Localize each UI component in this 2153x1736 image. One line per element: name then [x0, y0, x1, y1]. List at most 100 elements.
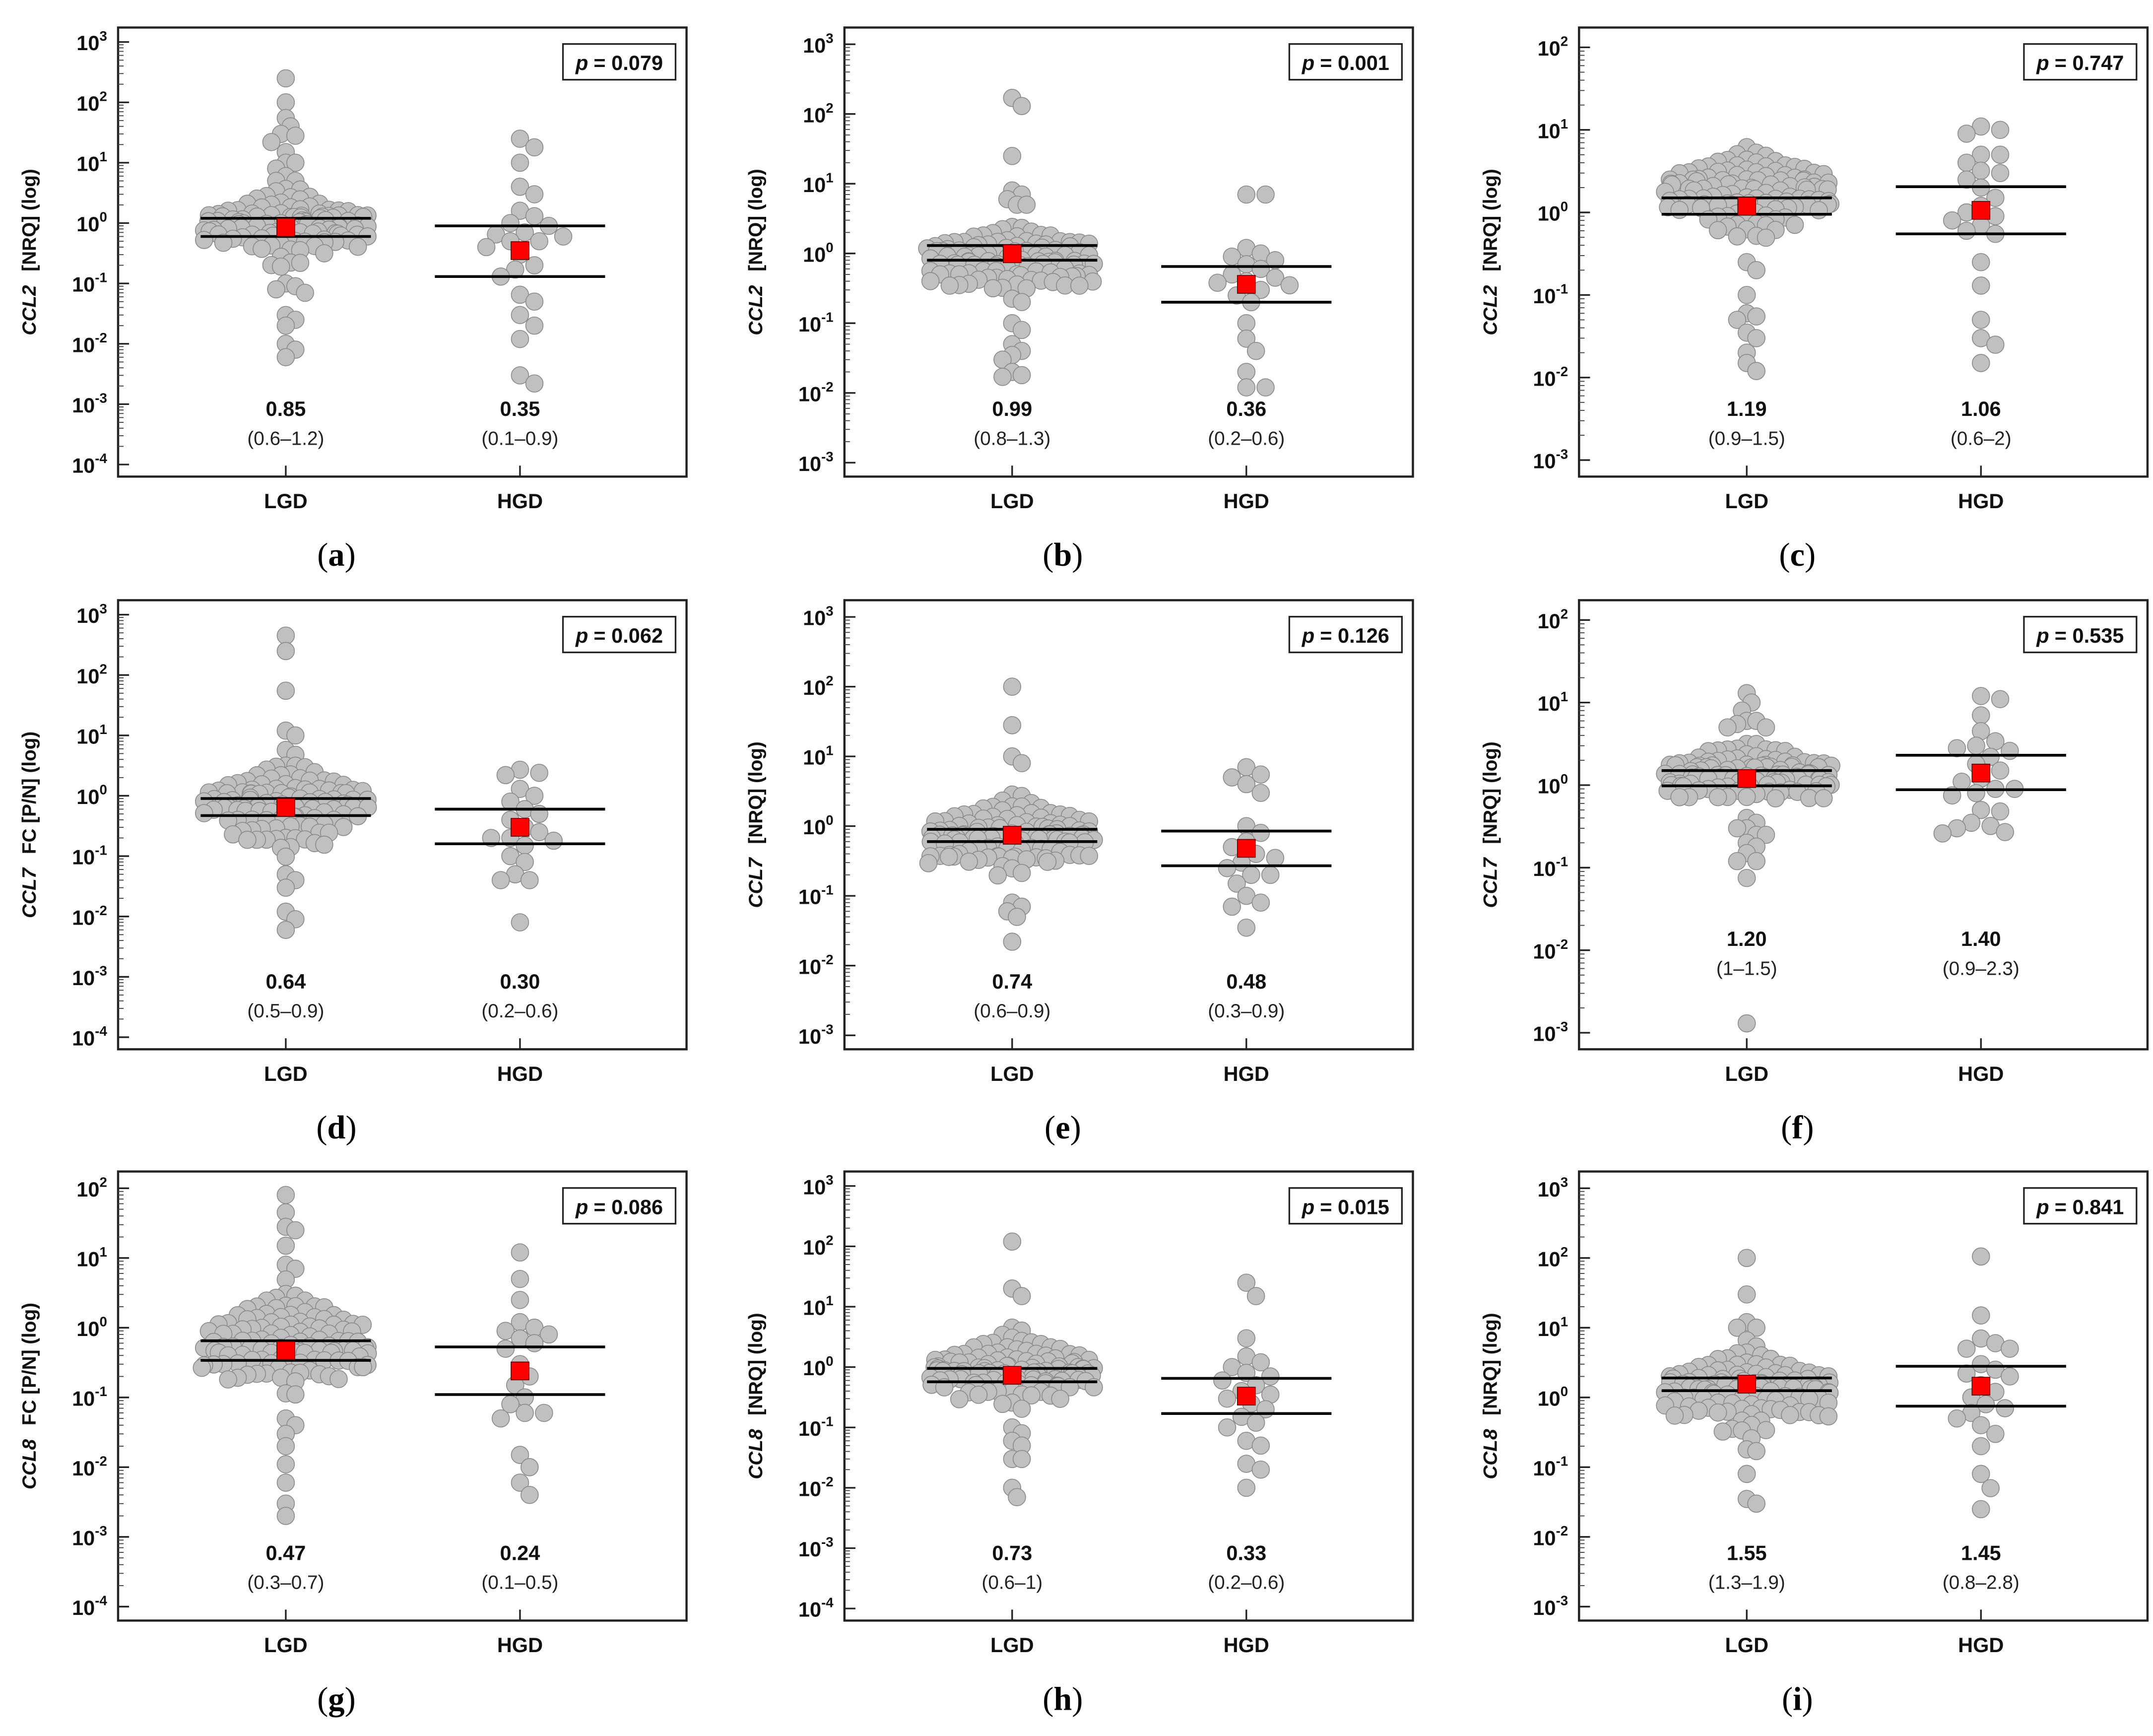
y-axis-label: CCL7 FC [P/N] (log): [19, 732, 40, 918]
p-value: p = 0.062: [575, 624, 663, 647]
y-tick-label: 102: [76, 661, 107, 687]
iqr-label: (0.9–2.3): [1943, 958, 2020, 979]
data-point: [939, 848, 958, 866]
category-label: HGD: [1224, 1633, 1269, 1657]
y-tick-label: 100: [803, 812, 834, 839]
data-point: [1012, 321, 1031, 339]
data-point: [1728, 1319, 1747, 1337]
data-point: [535, 1403, 553, 1422]
data-point: [1971, 354, 1990, 372]
iqr-label: (0.1–0.9): [481, 428, 558, 449]
data-point: [1246, 1413, 1265, 1432]
gene-name: CCL2: [1480, 285, 1501, 335]
y-tick-label: 101: [76, 1244, 107, 1270]
panel-id: a: [328, 537, 344, 573]
data-point: [1038, 853, 1057, 871]
data-point: [525, 787, 544, 805]
y-tick-label: 10-3: [798, 1021, 834, 1048]
data-point: [1971, 801, 1990, 819]
y-tick-label: 10-2: [72, 903, 107, 929]
panel-letter: (h): [1043, 1681, 1083, 1717]
y-tick-label: 101: [803, 742, 834, 769]
y-tick-label: 10-1: [72, 1384, 107, 1410]
p-value: p = 0.535: [2036, 624, 2124, 647]
y-tick-label: 102: [1538, 606, 1568, 633]
data-point: [1237, 1478, 1256, 1497]
data-point: [993, 368, 1012, 386]
data-point: [1251, 1353, 1270, 1372]
y-tick-label: 10-2: [798, 1474, 834, 1500]
iqr-label: (0.3–0.9): [1208, 1001, 1285, 1022]
data-point: [511, 1243, 529, 1262]
data-point: [276, 1507, 295, 1525]
data-point: [262, 133, 281, 151]
median-marker: [511, 241, 529, 260]
p-value-box: [2023, 1187, 2138, 1225]
y-tick-label: 101: [803, 1293, 834, 1319]
data-point: [1003, 716, 1022, 734]
unit-label: [NRQ] (log): [1480, 1313, 1501, 1415]
data-point: [1971, 276, 1990, 295]
y-axis-label: CCL2 [NRQ] (log): [19, 169, 40, 335]
data-point: [1971, 1247, 1990, 1266]
data-point: [1737, 1465, 1756, 1483]
data-point: [1991, 145, 2010, 164]
data-point: [1971, 1500, 1990, 1519]
data-point: [276, 847, 295, 866]
plot-frame: [1578, 599, 2149, 1051]
data-point: [276, 1236, 295, 1255]
iqr-label: (1.3–1.9): [1708, 1572, 1785, 1593]
data-point: [1747, 307, 1765, 326]
y-tick-label: 102: [1538, 34, 1568, 60]
plot-frame: [843, 26, 1414, 478]
data-point: [1003, 1232, 1022, 1251]
y-tick-label: 100: [803, 240, 834, 266]
data-point: [1991, 121, 2010, 139]
data-point: [1971, 1306, 1990, 1325]
median-label: 0.73: [992, 1541, 1032, 1564]
p-value-text: = 0.747: [2055, 51, 2124, 74]
data-point: [1981, 747, 2000, 766]
data-point: [1737, 286, 1756, 304]
data-point: [1713, 1422, 1732, 1441]
y-tick-label: 10-4: [798, 1595, 834, 1621]
data-point: [1728, 311, 1747, 329]
data-point: [1971, 1465, 1990, 1483]
panel-id: e: [1055, 1110, 1070, 1146]
p-value: p = 0.126: [1302, 624, 1389, 647]
y-tick-label: 100: [76, 1314, 107, 1340]
data-point: [1967, 736, 1985, 755]
median-label: 0.24: [500, 1541, 540, 1564]
data-point: [1943, 211, 1961, 230]
p-value-text: = 0.015: [1320, 1195, 1389, 1218]
median-marker: [1237, 275, 1256, 294]
data-point: [1251, 260, 1270, 278]
data-point: [1012, 1287, 1031, 1305]
data-point: [921, 272, 940, 290]
data-point: [940, 276, 959, 295]
data-point: [1237, 378, 1256, 397]
plot-frame: [1578, 26, 2149, 478]
data-point: [491, 871, 510, 889]
y-tick-label: 101: [76, 722, 107, 748]
y-tick-label: 102: [803, 100, 834, 127]
median-marker: [1002, 1366, 1022, 1385]
data-point: [1266, 268, 1285, 287]
data-point: [296, 283, 314, 302]
data-point: [1261, 866, 1280, 884]
data-point: [521, 871, 539, 889]
p-value: p = 0.001: [1302, 51, 1389, 74]
data-point: [1237, 775, 1256, 794]
plot-frame: [843, 599, 1414, 1051]
data-point: [1948, 739, 1966, 757]
data-point: [1003, 677, 1022, 696]
p-symbol: p: [575, 624, 588, 647]
data-point: [315, 244, 333, 263]
y-tick-label: 100: [1538, 771, 1568, 798]
data-point: [1728, 227, 1747, 246]
data-point: [286, 726, 305, 745]
p-value-box: [562, 1187, 677, 1225]
panel-a: 10-4 10-3 10-2 10-1 100 101 102 103 CCL2 [NRQ] (l…: [19, 26, 688, 573]
gene-name: CCL2: [745, 285, 767, 335]
y-tick-label: 10-2: [1533, 1523, 1568, 1549]
